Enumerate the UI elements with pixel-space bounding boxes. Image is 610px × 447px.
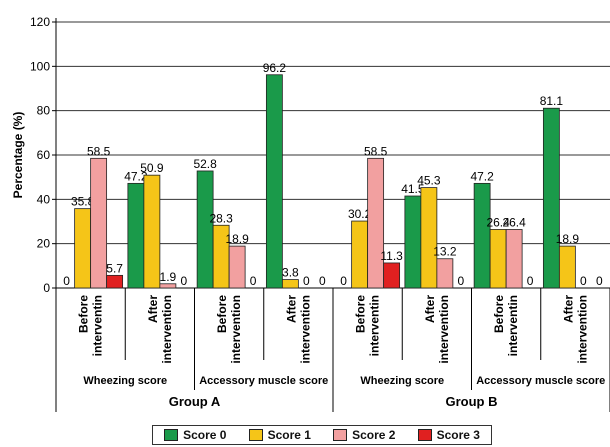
group-label: Group A bbox=[169, 394, 221, 409]
legend-swatch-score-1 bbox=[248, 429, 263, 441]
legend-swatch-score-2 bbox=[333, 429, 348, 441]
category-label-line1: After bbox=[423, 295, 437, 323]
data-label: 3.8 bbox=[282, 266, 299, 280]
bar-score-2 bbox=[228, 245, 246, 289]
data-label: 28.3 bbox=[209, 211, 233, 225]
category-label-line2: interventin bbox=[368, 295, 382, 356]
category-label-line2: intervention bbox=[575, 295, 589, 364]
data-label: 96.2 bbox=[263, 61, 287, 75]
subgroup-label: Accessory muscle score bbox=[476, 375, 605, 387]
data-label: 58.5 bbox=[364, 144, 388, 158]
category-label-line1: Before bbox=[354, 295, 368, 333]
bar-score-2 bbox=[159, 283, 177, 289]
legend-item-score-3: Score 3 bbox=[417, 428, 480, 442]
data-label: 47.2 bbox=[124, 169, 148, 183]
legend-item-score-2: Score 2 bbox=[333, 428, 395, 442]
subgroup-label: Accessory muscle score bbox=[199, 375, 328, 387]
bar-score-3 bbox=[383, 262, 401, 289]
category-label-line1: Before bbox=[215, 295, 229, 333]
category-label-line1: After bbox=[561, 295, 575, 323]
category-label-line2: intervention bbox=[298, 295, 312, 364]
data-label: 50.9 bbox=[140, 161, 164, 175]
data-label: 81.1 bbox=[540, 94, 564, 108]
data-label: 0 bbox=[458, 274, 465, 288]
category-label-line1: Before bbox=[77, 295, 91, 333]
data-label: 45.3 bbox=[417, 174, 441, 188]
bar-score-2 bbox=[436, 258, 454, 289]
y-tick-label: 20 bbox=[37, 237, 51, 251]
bar-score-2 bbox=[367, 157, 385, 289]
data-label: 0 bbox=[181, 274, 188, 288]
category-label-line2: intervention bbox=[229, 295, 243, 364]
category-label-line2: interventin bbox=[91, 295, 105, 356]
subgroup-label: Wheezing score bbox=[83, 375, 167, 387]
data-label: 0 bbox=[303, 274, 310, 288]
bar-score-0 bbox=[404, 195, 422, 289]
legend-item-score-1: Score 1 bbox=[248, 428, 311, 442]
data-label: 30.2 bbox=[348, 207, 372, 221]
data-label: 5.7 bbox=[106, 261, 123, 275]
legend-label-score-3: Score 3 bbox=[436, 428, 480, 442]
subgroup-label: Wheezing score bbox=[360, 375, 444, 387]
data-label: 58.5 bbox=[87, 144, 111, 158]
y-axis-label: Percentage (%) bbox=[11, 112, 25, 199]
legend-swatch-score-3 bbox=[417, 429, 432, 441]
legend-label-score-2: Score 2 bbox=[352, 428, 396, 442]
data-label: 47.2 bbox=[470, 169, 494, 183]
data-label: 11.3 bbox=[380, 249, 403, 263]
y-tick-label: 80 bbox=[37, 104, 51, 118]
bar-score-0 bbox=[473, 182, 491, 289]
bar-score-1 bbox=[489, 229, 507, 289]
y-tick-label: 40 bbox=[37, 192, 51, 206]
legend-item-score-0: Score 0 bbox=[164, 428, 226, 442]
data-label: 0 bbox=[527, 274, 534, 288]
data-label: 41.5 bbox=[401, 182, 425, 196]
legend-swatch-score-0 bbox=[164, 429, 179, 441]
y-tick-label: 60 bbox=[37, 148, 51, 162]
category-label-line2: interventin bbox=[506, 295, 520, 356]
bar-score-3 bbox=[106, 274, 124, 289]
bar-score-1 bbox=[143, 174, 161, 289]
bar-score-1 bbox=[74, 208, 92, 289]
bar-score-2 bbox=[90, 157, 108, 289]
category-label-line1: After bbox=[146, 295, 160, 323]
y-tick-label: 100 bbox=[30, 59, 50, 73]
bar-score-1 bbox=[420, 187, 438, 289]
bar-score-0 bbox=[265, 74, 283, 289]
bar-score-0 bbox=[542, 107, 560, 289]
group-label: Group B bbox=[446, 394, 498, 409]
data-label: 0 bbox=[596, 274, 603, 288]
bar-score-1 bbox=[351, 220, 369, 289]
category-label-line1: Before bbox=[492, 295, 506, 333]
data-label: 35.8 bbox=[71, 195, 95, 209]
bar-chart: 0 20 40 60 80 100 120 Percentage (%) 0 35.8 58.5 5.… bbox=[11, 15, 610, 412]
legend-label-score-1: Score 1 bbox=[267, 428, 311, 442]
data-label: 1.9 bbox=[160, 270, 177, 284]
bar-score-0 bbox=[127, 182, 145, 289]
category-label-line2: intervention bbox=[160, 295, 174, 364]
bar-score-2 bbox=[505, 229, 523, 289]
data-label: 52.8 bbox=[193, 157, 217, 171]
data-label: 26.4 bbox=[486, 215, 510, 229]
bar-score-1 bbox=[281, 279, 299, 289]
bar-score-1 bbox=[558, 245, 576, 289]
data-label: 0 bbox=[340, 274, 347, 288]
data-label: 26.4 bbox=[502, 215, 526, 229]
legend-label-score-0: Score 0 bbox=[183, 428, 227, 442]
data-label: 18.9 bbox=[225, 232, 249, 246]
category-label-line1: After bbox=[284, 295, 298, 323]
y-tick-label: 120 bbox=[30, 15, 50, 29]
category-label-line2: intervention bbox=[437, 295, 451, 364]
y-tick-label: 0 bbox=[43, 281, 50, 295]
data-label: 13.2 bbox=[433, 245, 457, 259]
data-label: 0 bbox=[319, 274, 326, 288]
data-label: 0 bbox=[580, 274, 587, 288]
data-label: 0 bbox=[250, 274, 257, 288]
legend: Score 0 Score 1 Score 2 Score 3 bbox=[152, 425, 492, 445]
data-label: 0 bbox=[63, 274, 70, 288]
bar-score-0 bbox=[196, 170, 214, 289]
data-label: 18.9 bbox=[556, 232, 580, 246]
